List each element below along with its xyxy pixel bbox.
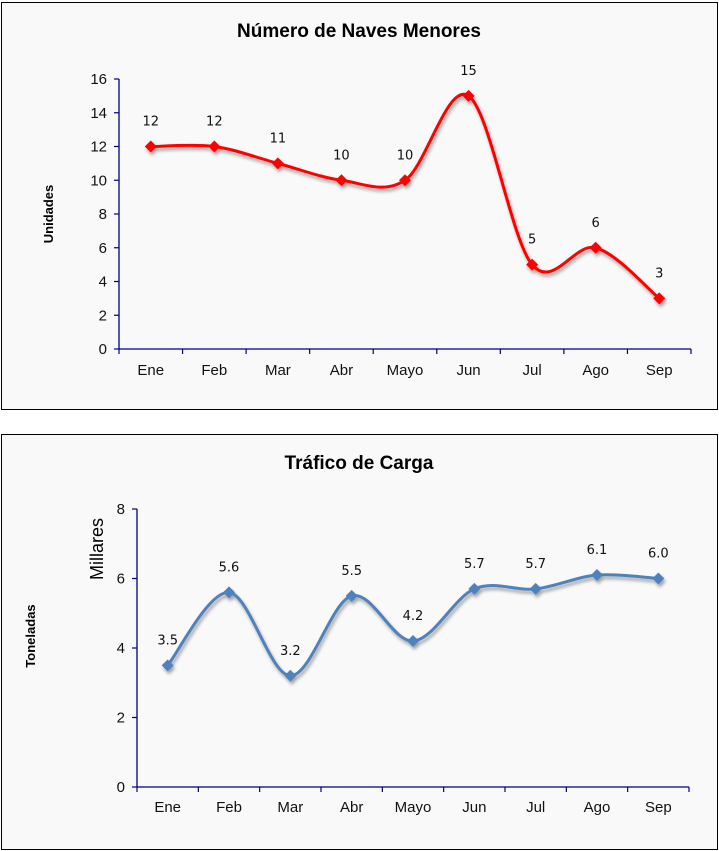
y-tick-label: 2 xyxy=(117,710,125,727)
series-line xyxy=(166,573,659,678)
y-tick-label: 0 xyxy=(117,779,125,796)
data-point-marker xyxy=(208,140,221,153)
x-tick-label: Ago xyxy=(582,362,609,379)
data-point-marker xyxy=(335,174,348,187)
axes: 0 2 4 6 8 Ene Feb Mar Abr Mayo Jun Jul Ago Sep xyxy=(117,501,690,816)
data-point-marker xyxy=(144,140,157,153)
y-tick-label: 2 xyxy=(99,307,107,324)
x-tick-label: Ago xyxy=(584,799,611,816)
x-tick-label: Abr xyxy=(330,362,353,379)
y-tick-label: 6 xyxy=(117,571,125,588)
data-label: 6 xyxy=(592,216,600,231)
data-label: 6.0 xyxy=(648,547,669,562)
y-tick-label: 6 xyxy=(99,240,107,257)
data-label: 10 xyxy=(397,148,414,163)
data-point-marker xyxy=(161,659,174,672)
chart-trafico-carga: Tráfico de Carga Toneladas Millares 0 2 4 6… xyxy=(23,453,690,816)
y-tick-label: 4 xyxy=(99,274,107,291)
data-point-marker xyxy=(462,89,475,102)
series: 3.5 5.6 3.2 5.5 4.2 5.7 5.7 6.1 6.0 xyxy=(157,543,669,682)
chart-panel-naves-menores xyxy=(1,2,718,410)
y-tick-label: 12 xyxy=(90,139,107,156)
data-label: 15 xyxy=(460,64,477,79)
data-point-marker xyxy=(399,174,411,187)
data-point-marker xyxy=(591,569,603,582)
y-axis-unit-label: Millares xyxy=(87,518,107,580)
chart-panel-trafico-carga xyxy=(1,434,718,850)
series-line-group xyxy=(144,89,666,305)
data-label: 3 xyxy=(655,266,663,281)
data-label: 5.6 xyxy=(219,560,240,575)
x-tick-label: Sep xyxy=(645,799,672,816)
data-label: 5.5 xyxy=(341,564,362,579)
data-label: 5.7 xyxy=(464,557,485,572)
data-label: 4.2 xyxy=(403,609,424,624)
data-label: 11 xyxy=(270,131,287,146)
x-tick-label: Mar xyxy=(265,362,291,379)
y-tick-label: 8 xyxy=(99,206,107,223)
y-tick-label: 14 xyxy=(90,105,107,122)
data-point-marker xyxy=(407,635,419,648)
x-tick-label: Jun xyxy=(456,362,480,379)
x-tick-label: Sep xyxy=(646,362,673,379)
x-tick-label: Mayo xyxy=(387,362,424,379)
data-label: 12 xyxy=(143,115,160,130)
series-line xyxy=(150,92,661,300)
y-tick-label: 4 xyxy=(117,640,125,657)
axes: 0 2 4 6 8 10 12 14 16 Ene Feb Mar Abr Mayo Jun Jul Ago Se… xyxy=(90,71,692,379)
data-point-marker xyxy=(271,157,284,170)
y-axis-label: Unidades xyxy=(41,185,56,244)
data-label: 10 xyxy=(333,148,350,163)
x-tick-label: Jun xyxy=(462,799,486,816)
data-point-marker xyxy=(589,241,602,254)
data-label: 12 xyxy=(206,115,223,130)
data-label: 5.7 xyxy=(525,557,546,572)
x-tick-label: Feb xyxy=(216,799,242,816)
data-point-marker xyxy=(284,669,297,682)
series: 12 12 11 10 10 15 5 6 3 xyxy=(143,64,666,305)
x-tick-label: Jul xyxy=(523,362,542,379)
data-label: 3.5 xyxy=(157,633,178,648)
chart-title: Número de Naves Menores xyxy=(237,21,481,42)
chart-title: Tráfico de Carga xyxy=(285,453,434,474)
data-label: 5 xyxy=(528,233,536,248)
series-line-group xyxy=(161,569,665,682)
data-point-marker xyxy=(526,258,539,271)
data-point-marker xyxy=(468,582,481,595)
y-tick-label: 16 xyxy=(90,71,107,88)
data-point-marker xyxy=(529,582,542,595)
x-tick-label: Abr xyxy=(340,799,363,816)
data-label: 6.1 xyxy=(587,543,608,558)
x-tick-label: Jul xyxy=(526,799,545,816)
y-tick-label: 0 xyxy=(99,341,107,358)
chart-naves-menores: Número de Naves Menores Unidades 0 2 4 6 8 10… xyxy=(41,21,692,379)
data-point-marker xyxy=(345,589,358,602)
y-tick-label: 8 xyxy=(117,501,125,518)
data-point-marker xyxy=(653,292,666,305)
data-point-marker xyxy=(223,586,235,599)
data-label: 3.2 xyxy=(280,644,301,659)
x-tick-label: Ene xyxy=(154,799,181,816)
x-tick-label: Mar xyxy=(277,799,303,816)
y-axis-label: Toneladas xyxy=(23,604,38,667)
x-tick-label: Mayo xyxy=(395,799,432,816)
x-tick-label: Feb xyxy=(201,362,227,379)
data-point-marker xyxy=(652,572,665,585)
y-tick-label: 10 xyxy=(90,172,107,189)
x-tick-label: Ene xyxy=(137,362,164,379)
